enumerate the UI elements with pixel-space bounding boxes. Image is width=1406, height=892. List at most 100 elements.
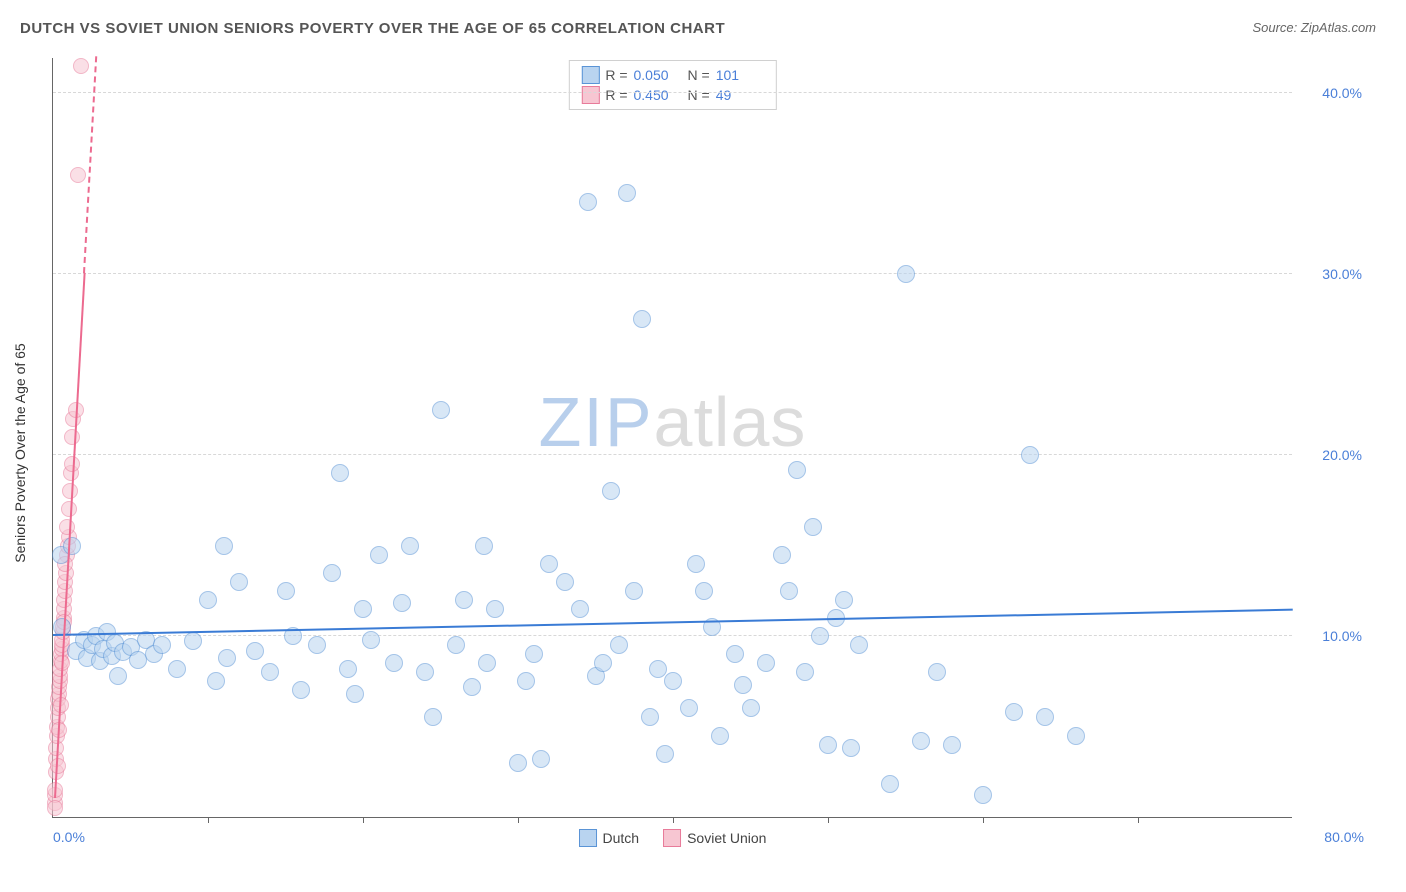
legend-item-soviet: Soviet Union	[663, 829, 766, 847]
correlation-legend: R = 0.050 N = 101 R = 0.450 N = 49	[568, 60, 776, 110]
scatter-point	[742, 699, 760, 717]
scatter-point	[331, 464, 349, 482]
x-tick	[1138, 817, 1139, 823]
scatter-point	[509, 754, 527, 772]
legend-swatch-soviet	[581, 86, 599, 104]
scatter-point	[153, 636, 171, 654]
scatter-point	[633, 310, 651, 328]
scatter-point	[292, 681, 310, 699]
gridline	[53, 92, 1292, 93]
y-tick-label: 20.0%	[1322, 447, 1362, 463]
scatter-point	[610, 636, 628, 654]
gridline	[53, 635, 1292, 636]
scatter-point	[478, 654, 496, 672]
scatter-point	[780, 582, 798, 600]
scatter-point	[842, 739, 860, 757]
scatter-point	[649, 660, 667, 678]
y-tick-label: 10.0%	[1322, 628, 1362, 644]
scatter-point	[796, 663, 814, 681]
scatter-point	[486, 600, 504, 618]
watermark: ZIPatlas	[539, 382, 807, 462]
legend-row-dutch: R = 0.050 N = 101	[581, 65, 763, 85]
scatter-point	[323, 564, 341, 582]
y-tick-label: 40.0%	[1322, 85, 1362, 101]
scatter-point	[339, 660, 357, 678]
r-value-dutch: 0.050	[634, 67, 682, 83]
scatter-point	[1036, 708, 1054, 726]
n-label: N =	[688, 87, 710, 103]
scatter-point	[1067, 727, 1085, 745]
scatter-point	[928, 663, 946, 681]
legend-row-soviet: R = 0.450 N = 49	[581, 85, 763, 105]
scatter-point	[835, 591, 853, 609]
scatter-point	[354, 600, 372, 618]
scatter-point	[64, 429, 80, 445]
scatter-point	[625, 582, 643, 600]
x-tick	[983, 817, 984, 823]
scatter-point	[811, 627, 829, 645]
scatter-point	[695, 582, 713, 600]
scatter-point	[109, 667, 127, 685]
n-label: N =	[688, 67, 710, 83]
x-axis-min-label: 0.0%	[53, 829, 85, 845]
legend-item-dutch: Dutch	[579, 829, 640, 847]
source-attribution: Source: ZipAtlas.com	[1252, 20, 1376, 35]
legend-label-dutch: Dutch	[603, 830, 640, 846]
scatter-point	[261, 663, 279, 681]
scatter-point	[594, 654, 612, 672]
scatter-point	[943, 736, 961, 754]
scatter-point	[912, 732, 930, 750]
scatter-point	[517, 672, 535, 690]
scatter-point	[850, 636, 868, 654]
scatter-point	[540, 555, 558, 573]
watermark-zip: ZIP	[539, 383, 654, 461]
x-tick	[363, 817, 364, 823]
scatter-point	[277, 582, 295, 600]
scatter-point	[393, 594, 411, 612]
scatter-point	[618, 184, 636, 202]
scatter-point	[455, 591, 473, 609]
scatter-point	[207, 672, 225, 690]
gridline	[53, 454, 1292, 455]
trend-line	[53, 609, 1293, 636]
gridline	[53, 273, 1292, 274]
legend-label-soviet: Soviet Union	[687, 830, 766, 846]
scatter-point	[974, 786, 992, 804]
scatter-point	[897, 265, 915, 283]
scatter-point	[773, 546, 791, 564]
scatter-point	[680, 699, 698, 717]
scatter-point	[734, 676, 752, 694]
scatter-point	[556, 573, 574, 591]
n-value-dutch: 101	[716, 67, 764, 83]
scatter-point	[385, 654, 403, 672]
x-tick	[673, 817, 674, 823]
scatter-point	[788, 461, 806, 479]
scatter-point	[370, 546, 388, 564]
scatter-point	[687, 555, 705, 573]
scatter-point	[63, 537, 81, 555]
scatter-point	[199, 591, 217, 609]
y-tick-label: 30.0%	[1322, 266, 1362, 282]
scatter-point	[70, 167, 86, 183]
scatter-point	[711, 727, 729, 745]
scatter-point	[308, 636, 326, 654]
scatter-point	[73, 58, 89, 74]
r-value-soviet: 0.450	[634, 87, 682, 103]
scatter-point	[1005, 703, 1023, 721]
scatter-point	[664, 672, 682, 690]
chart-container: Seniors Poverty Over the Age of 65 ZIPat…	[52, 58, 1382, 848]
scatter-point	[432, 401, 450, 419]
scatter-point	[463, 678, 481, 696]
series-legend: Dutch Soviet Union	[579, 829, 767, 847]
trend-line-dashed	[83, 56, 97, 273]
scatter-point	[641, 708, 659, 726]
scatter-point	[246, 642, 264, 660]
n-value-soviet: 49	[716, 87, 764, 103]
legend-swatch-dutch-b	[579, 829, 597, 847]
scatter-point	[804, 518, 822, 536]
scatter-point	[757, 654, 775, 672]
scatter-point	[424, 708, 442, 726]
watermark-atlas: atlas	[654, 383, 807, 461]
scatter-point	[362, 631, 380, 649]
scatter-point	[218, 649, 236, 667]
